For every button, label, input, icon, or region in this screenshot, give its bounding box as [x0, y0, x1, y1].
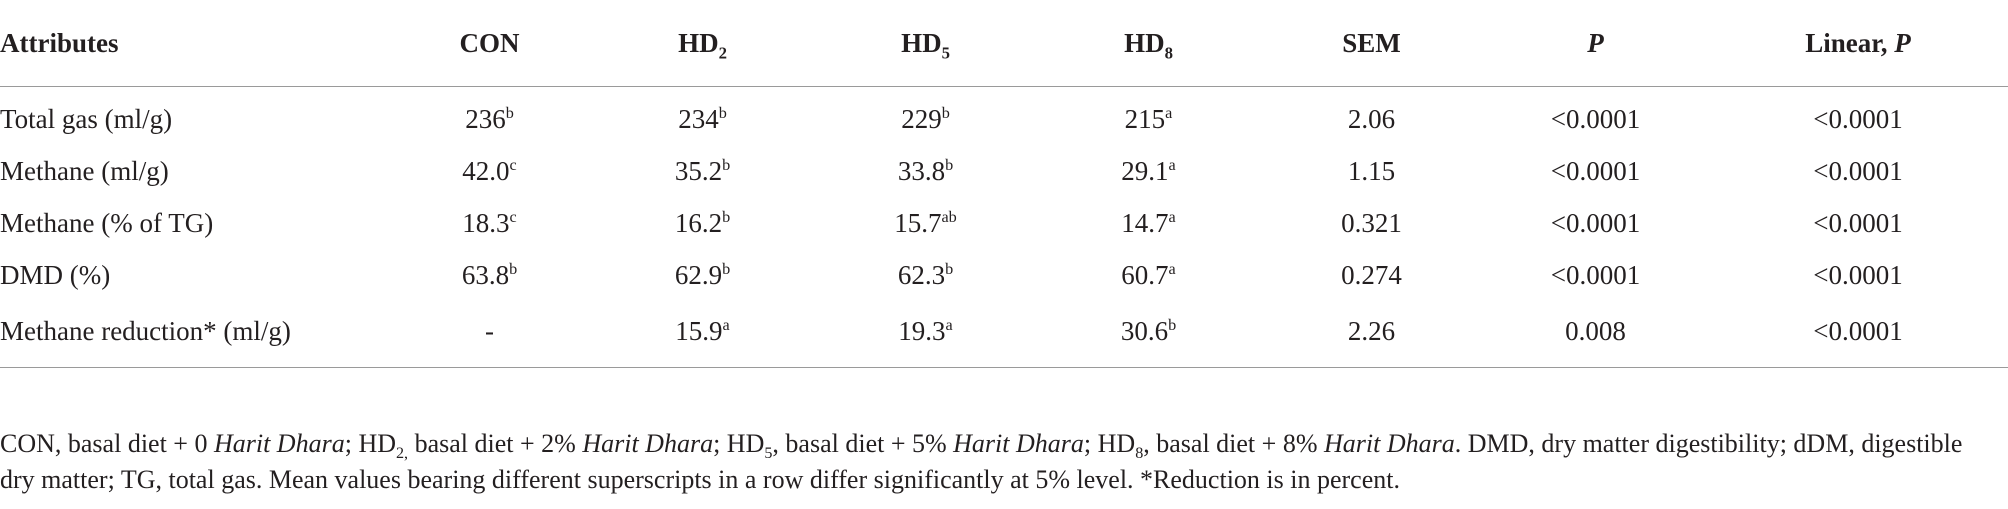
- header-hd5: HD5: [814, 0, 1037, 87]
- cell-p: 0.008: [1483, 301, 1708, 368]
- cell-hd8: 14.7a: [1121, 208, 1176, 238]
- row-label: Total gas (ml/g): [0, 104, 173, 134]
- table-row: Methane (% of TG) 18.3c 16.2b 15.7ab 14.7a 0.…: [0, 197, 2008, 249]
- cell-linear-p: <0.0001: [1813, 104, 1903, 134]
- cell-sem: 0.274: [1341, 260, 1402, 290]
- significance-superscript: a: [945, 316, 953, 334]
- row-label: DMD (%): [0, 260, 111, 290]
- significance-superscript: a: [1165, 104, 1173, 122]
- cell-hd2: 35.2b: [674, 156, 731, 186]
- cell-hd5: 15.7ab: [894, 208, 957, 238]
- cell-con: 42.0c: [462, 156, 517, 186]
- cell-sem: 2.06: [1347, 104, 1396, 134]
- significance-superscript: a: [1168, 208, 1176, 226]
- significance-superscript: c: [509, 156, 517, 174]
- significance-superscript: c: [509, 208, 517, 226]
- significance-superscript: b: [945, 156, 954, 174]
- cell-hd5: 229b: [901, 104, 950, 134]
- cell-hd8: 60.7a: [1121, 260, 1176, 290]
- cell-p: <0.0001: [1550, 260, 1641, 290]
- header-p: P: [1483, 0, 1708, 87]
- cell-sem: 1.15: [1347, 156, 1396, 186]
- header-linear-p: Linear, P: [1708, 0, 2008, 87]
- header-attributes: Attributes: [0, 0, 388, 87]
- cell-hd8: 30.6b: [1037, 301, 1260, 368]
- results-table: Attributes CON HD2 HD5 HD8 SEM P Linear,…: [0, 0, 2008, 368]
- table-row: DMD (%) 63.8b 62.9b 62.3b 60.7a 0.274 <0.0001 <…: [0, 249, 2008, 301]
- row-label: Methane reduction* (ml/g): [0, 301, 388, 368]
- header-hd8: HD8: [1037, 0, 1260, 87]
- significance-superscript: b: [722, 156, 731, 174]
- significance-superscript: ab: [941, 208, 957, 226]
- significance-superscript: b: [945, 260, 954, 278]
- cell-linear-p: <0.0001: [1813, 156, 1903, 186]
- table-footnote: CON, basal diet + 0 Harit Dhara; HD2, ba…: [0, 429, 1963, 494]
- header-hd2: HD2: [591, 0, 814, 87]
- cell-hd5: 19.3a: [814, 301, 1037, 368]
- results-table-container: Attributes CON HD2 HD5 HD8 SEM P Linear,…: [0, 0, 2008, 368]
- significance-superscript: a: [722, 316, 730, 334]
- significance-superscript: a: [1168, 260, 1176, 278]
- significance-superscript: a: [1168, 156, 1176, 174]
- cell-hd8: 29.1a: [1121, 156, 1176, 186]
- cell-con: 63.8b: [461, 260, 518, 290]
- header-con: CON: [388, 0, 591, 87]
- cell-p: <0.0001: [1550, 208, 1641, 238]
- cell-hd2: 16.2b: [674, 208, 731, 238]
- header-row: Attributes CON HD2 HD5 HD8 SEM P Linear,…: [0, 0, 2008, 87]
- cell-hd2: 62.9b: [674, 260, 731, 290]
- table-row: Methane reduction* (ml/g) -15.9a 19.3a 30.6…: [0, 301, 2008, 368]
- significance-superscript: b: [509, 260, 518, 278]
- cell-p: <0.0001: [1550, 104, 1641, 134]
- cell-hd5: 62.3b: [897, 260, 954, 290]
- table-row: Methane (ml/g) 42.0c 35.2b 33.8b 29.1a 1.15 <0…: [0, 145, 2008, 197]
- significance-superscript: b: [505, 104, 514, 122]
- significance-superscript: b: [1168, 316, 1177, 334]
- cell-con: 236b: [465, 104, 514, 134]
- significance-superscript: b: [941, 104, 950, 122]
- cell-hd8: 215a: [1124, 104, 1173, 134]
- significance-superscript: b: [722, 260, 731, 278]
- row-label: Methane (ml/g): [0, 156, 169, 186]
- cell-hd2: 15.9a: [591, 301, 814, 368]
- table-body: Total gas (ml/g) 236b 234b 229b 215a 2.06 <0.0…: [0, 87, 2008, 368]
- cell-hd2: 234b: [678, 104, 727, 134]
- cell-sem: 2.26: [1260, 301, 1483, 368]
- header-sem: SEM: [1260, 0, 1483, 87]
- cell-con: -: [388, 301, 591, 368]
- cell-p: <0.0001: [1550, 156, 1641, 186]
- cell-linear-p: <0.0001: [1813, 260, 1903, 290]
- cell-sem: 0.321: [1341, 208, 1402, 238]
- significance-superscript: b: [722, 208, 731, 226]
- cell-hd5: 33.8b: [897, 156, 954, 186]
- significance-superscript: b: [718, 104, 727, 122]
- cell-linear-p: <0.0001: [1708, 301, 2008, 368]
- cell-linear-p: <0.0001: [1813, 208, 1903, 238]
- row-label: Methane (% of TG): [0, 208, 214, 238]
- table-row: Total gas (ml/g) 236b 234b 229b 215a 2.06 <0.0…: [0, 87, 2008, 146]
- cell-con: 18.3c: [462, 208, 517, 238]
